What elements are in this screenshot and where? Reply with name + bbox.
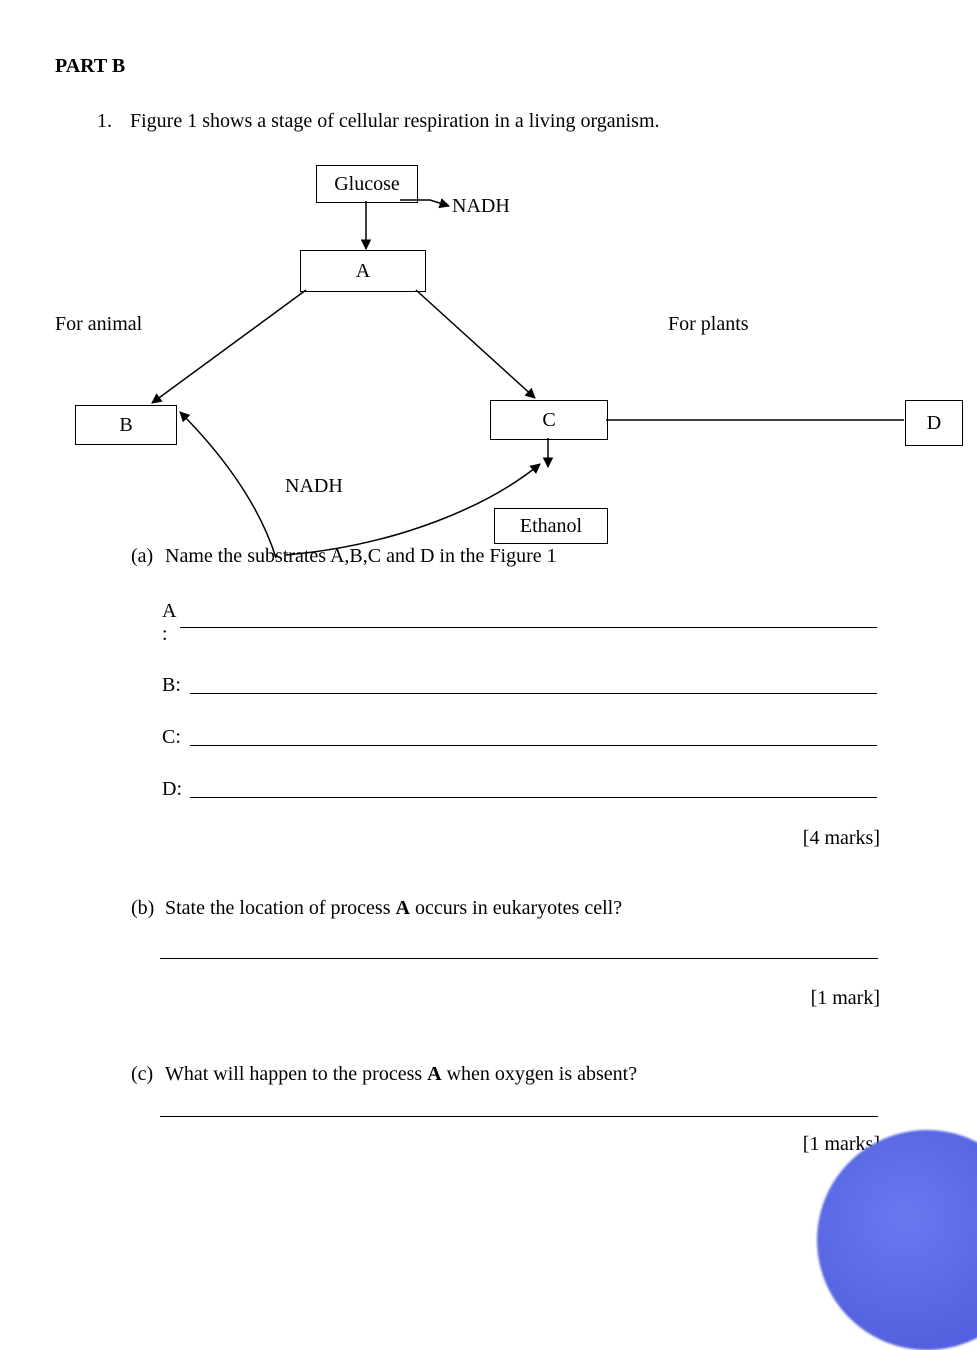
qc-answer-line (160, 1116, 878, 1117)
qb-text-prefix: State the location of process (165, 897, 396, 919)
qa-item-a-label-2: : (162, 623, 168, 645)
label-for-plants: For plants (668, 313, 749, 336)
node-glucose: Glucose (316, 165, 418, 203)
qa-item-c-label: C: (162, 726, 181, 749)
node-c: C (490, 400, 608, 440)
node-nadh-mid: NADH (285, 475, 343, 498)
qb-marker: (b) (131, 897, 154, 920)
qc-text: What will happen to the process A when o… (165, 1063, 637, 1086)
flowchart-svg (0, 0, 977, 600)
qc-bold: A (427, 1063, 441, 1085)
qa-item-b-label: B: (162, 674, 181, 697)
qc-text-prefix: What will happen to the process (165, 1063, 427, 1085)
qa-item-d-label: D: (162, 778, 182, 801)
qb-answer-line (160, 958, 878, 959)
node-nadh-top: NADH (452, 195, 510, 218)
corner-decoration (817, 1130, 977, 1350)
exam-page: PART B 1. Figure 1 shows a stage of cell… (0, 0, 977, 1290)
qa-item-c-line (190, 745, 877, 746)
qa-item-a-label: A : (162, 600, 176, 646)
part-label: PART B (55, 55, 125, 78)
qb-marks: [1 mark] (740, 987, 880, 1010)
node-a: A (300, 250, 426, 292)
qc-marker: (c) (131, 1063, 153, 1086)
node-ethanol: Ethanol (494, 508, 608, 544)
qa-item-b-line (190, 693, 877, 694)
qa-marker: (a) (131, 545, 153, 568)
qa-item-a-line (180, 627, 877, 628)
qc-text-suffix: when oxygen is absent? (442, 1063, 638, 1085)
label-for-animal: For animal (55, 313, 142, 336)
node-b: B (75, 405, 177, 445)
qa-text: Name the substrates A,B,C and D in the F… (165, 545, 557, 568)
question-text: Figure 1 shows a stage of cellular respi… (130, 110, 660, 133)
qb-text: State the location of process A occurs i… (165, 897, 622, 920)
qa-marks: [4 marks] (740, 827, 880, 850)
qa-item-a-label-1: A (162, 600, 176, 622)
qa-item-d-line (190, 797, 877, 798)
node-d: D (905, 400, 963, 446)
question-number: 1. (97, 110, 112, 133)
qb-text-suffix: occurs in eukaryotes cell? (410, 897, 622, 919)
qb-bold: A (396, 897, 410, 919)
